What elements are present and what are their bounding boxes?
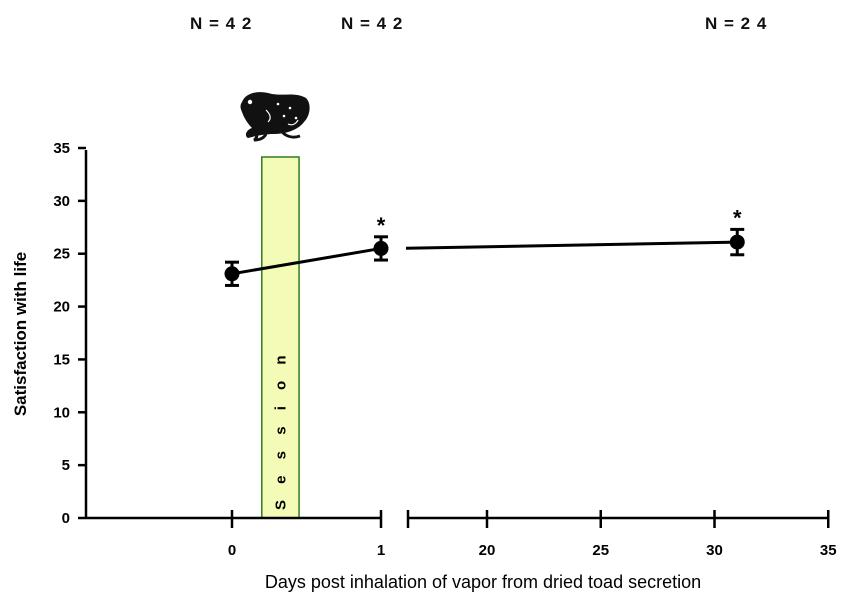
y-tick-label: 10 xyxy=(53,404,70,421)
y-tick-label: 15 xyxy=(53,351,70,368)
x-tick-label: 1 xyxy=(377,542,385,559)
y-tick-label: 20 xyxy=(53,299,70,316)
session-label: S e s s i o n xyxy=(272,349,289,510)
n-label-day1: N = 4 2 xyxy=(341,14,404,33)
x-tick-label: 0 xyxy=(228,542,236,559)
x-tick-label: 20 xyxy=(479,542,496,559)
toad-icon xyxy=(240,92,310,142)
y-tick-label: 35 xyxy=(53,140,70,157)
data-point xyxy=(224,266,240,282)
data-series: * * xyxy=(224,205,745,287)
y-tick-label: 25 xyxy=(53,246,70,263)
y-axis-label: Satisfaction with life xyxy=(11,252,30,416)
data-point xyxy=(729,234,745,250)
y-tick-label: 5 xyxy=(62,457,70,474)
x-ticks: 0 1 20 25 30 35 xyxy=(228,510,837,559)
x-tick-label: 35 xyxy=(820,542,837,559)
data-point xyxy=(373,240,389,256)
y-tick-label: 0 xyxy=(62,510,70,527)
n-label-day0: N = 4 2 xyxy=(190,14,253,33)
x-tick-label: 30 xyxy=(706,542,723,559)
session-bar xyxy=(261,156,300,519)
series-line-segment xyxy=(405,240,738,250)
x-tick-label: 25 xyxy=(592,542,609,559)
significance-marker: * xyxy=(733,205,742,230)
y-tick-label: 30 xyxy=(53,193,70,210)
significance-marker: * xyxy=(377,213,386,238)
y-ticks: 0 5 10 15 20 25 30 35 xyxy=(53,140,86,527)
n-label-day30: N = 2 4 xyxy=(705,14,768,33)
series-line-segment xyxy=(231,246,382,276)
x-axis-label: Days post inhalation of vapor from dried… xyxy=(265,572,701,592)
